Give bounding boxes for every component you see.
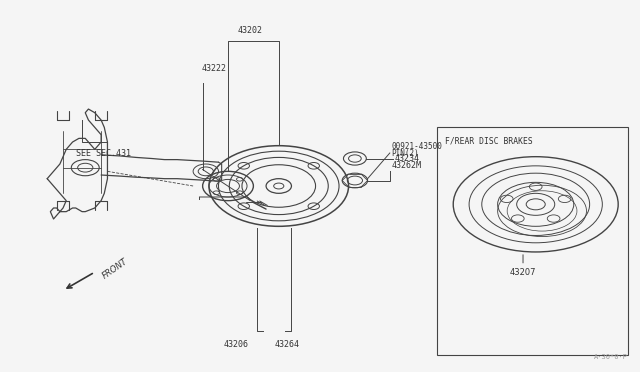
Text: F/REAR DISC BRAKES: F/REAR DISC BRAKES <box>445 137 532 145</box>
Text: FRONT: FRONT <box>101 257 130 280</box>
Text: SEE SEC.431: SEE SEC.431 <box>76 149 131 158</box>
Text: 43234: 43234 <box>395 154 420 163</box>
Text: 43264: 43264 <box>275 340 300 349</box>
Text: 43207: 43207 <box>510 255 536 278</box>
Text: 00921-43500: 00921-43500 <box>392 142 443 151</box>
Text: 43206: 43206 <box>223 340 248 349</box>
Text: 43262M: 43262M <box>392 160 422 170</box>
Bar <box>437 127 628 355</box>
Text: 43202: 43202 <box>237 26 262 35</box>
Text: PIN(2): PIN(2) <box>392 149 419 158</box>
Text: A·30*0·P: A·30*0·P <box>594 354 628 360</box>
Text: 43222: 43222 <box>202 64 227 73</box>
